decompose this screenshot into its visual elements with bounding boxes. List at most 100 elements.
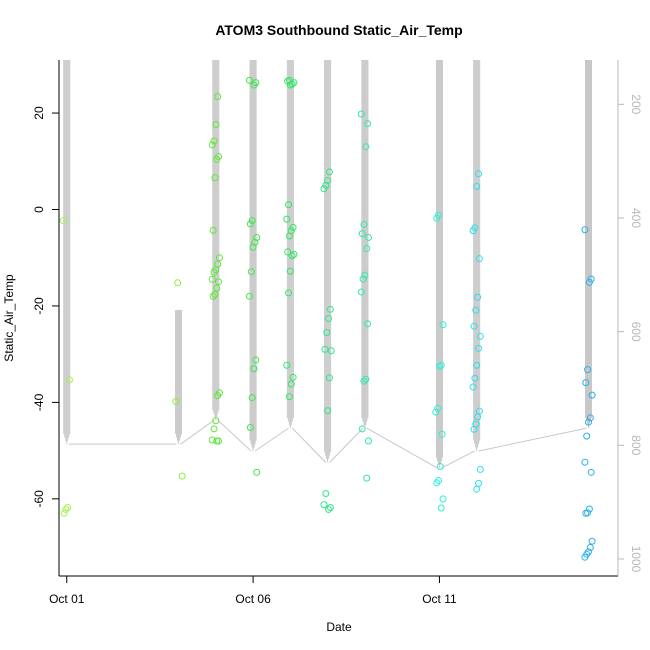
data-point	[210, 268, 218, 276]
transit-line	[366, 427, 438, 469]
data-point	[213, 284, 221, 292]
data-point	[178, 472, 186, 480]
y2-tick-label: 800	[629, 435, 643, 455]
data-point	[439, 321, 447, 329]
data-point	[245, 76, 253, 84]
data-point	[290, 79, 298, 87]
data-point	[60, 509, 68, 517]
data-point	[364, 233, 372, 241]
data-point	[212, 121, 220, 129]
data-point	[362, 143, 370, 151]
data-point	[436, 463, 444, 471]
data-point	[251, 238, 259, 246]
chart-title: ATOM3 Southbound Static_Air_Temp	[215, 22, 462, 38]
data-point	[363, 245, 371, 253]
data-point	[474, 293, 482, 301]
data-point	[214, 392, 222, 400]
data-point	[285, 201, 293, 209]
data-point	[250, 365, 258, 373]
transit-line	[329, 427, 364, 463]
data-points	[59, 76, 596, 561]
data-point	[358, 230, 366, 238]
data-point	[288, 252, 296, 260]
data-point	[364, 437, 372, 445]
data-point	[248, 394, 256, 402]
data-point	[357, 110, 365, 118]
data-point	[325, 314, 333, 322]
data-point	[324, 177, 332, 185]
data-point	[435, 362, 443, 370]
data-point	[581, 553, 589, 561]
data-point	[325, 505, 333, 513]
data-point	[582, 379, 590, 387]
data-point	[474, 170, 482, 178]
data-point	[283, 215, 291, 223]
y-tick-label: -60	[32, 490, 46, 508]
data-point	[59, 217, 67, 225]
y2-tick-label: 1000	[629, 546, 643, 573]
data-point	[322, 490, 330, 498]
data-point	[208, 275, 216, 283]
data-point	[358, 425, 366, 433]
data-point	[286, 81, 294, 89]
data-point	[252, 356, 260, 364]
transit-line	[441, 450, 475, 469]
data-point	[587, 468, 595, 476]
data-point	[470, 322, 478, 330]
data-point	[245, 292, 253, 300]
data-point	[208, 141, 216, 149]
data-point	[586, 544, 594, 552]
data-point	[65, 376, 73, 384]
data-point	[174, 279, 182, 287]
x-axis-label: Date	[326, 620, 352, 634]
x-tick-label: Oct 11	[422, 592, 457, 606]
data-point	[285, 393, 293, 401]
data-point	[472, 306, 480, 314]
data-point	[586, 414, 594, 422]
data-point	[362, 375, 370, 383]
data-point	[248, 217, 256, 225]
data-point	[172, 397, 180, 405]
data-point	[361, 271, 369, 279]
data-point	[476, 332, 484, 340]
data-point	[209, 226, 217, 234]
data-point	[212, 417, 220, 425]
data-point	[284, 248, 292, 256]
data-point	[249, 243, 257, 251]
data-point	[323, 328, 331, 336]
y-tick-label: -40	[32, 393, 46, 411]
data-point	[289, 223, 297, 231]
data-point	[585, 505, 593, 513]
data-point	[211, 174, 219, 182]
data-point	[64, 504, 72, 512]
data-point	[364, 120, 372, 128]
data-point	[470, 425, 478, 433]
data-point	[209, 292, 217, 300]
data-point	[253, 233, 261, 241]
y2-tick-label: 600	[629, 322, 643, 342]
transit-line	[292, 427, 326, 463]
data-point	[357, 288, 365, 296]
data-point	[213, 155, 221, 163]
data-point	[473, 485, 481, 493]
data-point	[253, 468, 261, 476]
data-point	[283, 361, 291, 369]
data-point	[215, 254, 223, 262]
data-point	[246, 423, 254, 431]
data-point	[320, 501, 328, 509]
data-point	[326, 305, 334, 313]
data-point	[473, 361, 481, 369]
data-point	[320, 185, 328, 193]
transit-line	[478, 427, 587, 452]
data-point	[363, 474, 371, 482]
data-point	[360, 377, 368, 385]
transit-line	[217, 419, 252, 452]
data-point	[473, 182, 481, 190]
data-point	[213, 437, 221, 445]
data-point	[581, 226, 589, 234]
x-tick-label: Oct 01	[49, 592, 85, 606]
data-point	[325, 168, 333, 176]
y-tick-label: 20	[32, 106, 46, 120]
data-point	[364, 320, 372, 328]
data-point	[437, 504, 445, 512]
